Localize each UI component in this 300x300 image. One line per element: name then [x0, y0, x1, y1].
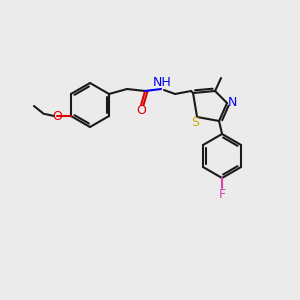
Text: S: S — [191, 116, 199, 128]
Text: O: O — [136, 103, 146, 116]
Text: N: N — [227, 97, 237, 110]
Text: NH: NH — [153, 76, 171, 89]
Text: O: O — [52, 110, 62, 122]
Text: F: F — [218, 188, 226, 200]
